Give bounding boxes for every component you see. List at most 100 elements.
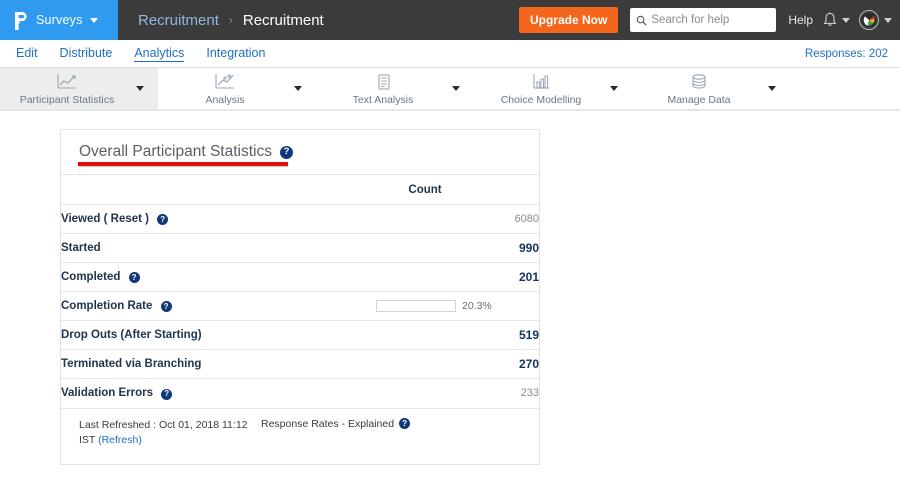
chevron-down-icon[interactable] xyxy=(452,86,460,91)
row-label-completion-rate-text: Completion Rate xyxy=(61,299,153,312)
progress-track xyxy=(376,300,456,312)
row-label-completed-text: Completed xyxy=(61,270,121,283)
breadcrumb-parent[interactable]: Recruitment xyxy=(138,11,219,29)
row-label-completed: Completed ? xyxy=(61,262,311,292)
card-header: Overall Participant Statistics ? xyxy=(61,130,539,174)
row-label-validation-errors-text: Validation Errors xyxy=(61,387,154,399)
row-value-started: 990 xyxy=(311,233,539,263)
row-label-validation-errors: Validation Errors ? xyxy=(61,378,311,408)
analytics-ribbon: Participant Statistics Analysis xyxy=(0,68,900,111)
help-icon[interactable]: ? xyxy=(399,418,411,429)
last-refreshed-text: Last Refreshed : Oct 01, 2018 11:12 IST xyxy=(79,418,248,446)
chevron-down-icon[interactable] xyxy=(136,86,144,91)
chevron-down-icon[interactable] xyxy=(89,17,98,23)
terminated-count: 270 xyxy=(518,357,539,371)
response-rates-explained[interactable]: Response Rates - Explained ? xyxy=(261,417,411,430)
notification-bell-icon xyxy=(823,12,837,26)
row-value-completed: 201 xyxy=(311,262,539,292)
column-header-count: Count xyxy=(311,174,539,205)
chevron-down-icon[interactable] xyxy=(884,17,892,23)
row-value-drop-outs: 519 xyxy=(311,320,539,350)
participant-statistics-card: Overall Participant Statistics ? Count V… xyxy=(60,129,540,465)
completion-rate-percent: 20.3% xyxy=(462,300,492,312)
line-chart-icon xyxy=(55,72,79,91)
nav-item-analytics[interactable]: Analytics xyxy=(134,45,185,62)
ribbon-item-text-analysis[interactable]: Text Analysis xyxy=(316,68,474,109)
help-link[interactable]: Help xyxy=(788,13,813,27)
completed-count: 201 xyxy=(518,270,539,284)
search-icon xyxy=(637,15,647,26)
breadcrumb: Recruitment › Recruitment xyxy=(138,12,324,29)
row-label-viewed-text: Viewed ( Reset ) xyxy=(61,212,149,225)
main-content: Overall Participant Statistics ? Count V… xyxy=(0,111,900,494)
section-nav: Edit Distribute Analytics Integration Re… xyxy=(0,40,900,68)
chevron-down-icon[interactable] xyxy=(768,86,776,91)
table-row: Terminated via Branching 270 xyxy=(61,349,539,379)
surveys-menu-label[interactable]: Surveys xyxy=(36,13,83,27)
row-label-started: Started xyxy=(61,233,311,263)
ribbon-label-manage-data: Manage Data xyxy=(667,93,731,106)
ribbon-item-manage-data[interactable]: Manage Data xyxy=(632,68,790,109)
card-footer: Last Refreshed : Oct 01, 2018 11:12 IST … xyxy=(61,407,539,464)
scatter-chart-icon xyxy=(213,72,237,91)
page-title: Overall Participant Statistics xyxy=(79,143,272,160)
table-row: Viewed ( Reset ) ? 6080 xyxy=(61,204,539,234)
search-input[interactable] xyxy=(651,14,772,26)
nav-item-edit[interactable]: Edit xyxy=(16,46,38,60)
nav-item-distribute[interactable]: Distribute xyxy=(59,46,113,60)
help-search-box[interactable] xyxy=(630,8,777,32)
ribbon-label-text-analysis: Text Analysis xyxy=(352,93,414,106)
row-label-viewed: Viewed ( Reset ) ? xyxy=(61,204,311,234)
completion-rate-progress: 20.3% xyxy=(376,300,539,312)
table-row: Started 990 xyxy=(61,233,539,263)
row-label-drop-outs: Drop Outs (After Starting) xyxy=(61,320,311,350)
row-value-terminated-via-branching: 270 xyxy=(311,349,539,379)
user-avatar-icon xyxy=(859,10,879,30)
ribbon-item-analysis[interactable]: Analysis xyxy=(158,68,316,109)
help-icon[interactable]: ? xyxy=(161,388,173,400)
ribbon-label-analysis: Analysis xyxy=(205,93,245,106)
database-icon xyxy=(687,72,711,91)
response-rates-explained-label: Response Rates - Explained xyxy=(261,417,395,430)
ribbon-item-choice-modelling[interactable]: Choice Modelling xyxy=(474,68,632,109)
responses-count: Responses: 202 xyxy=(804,47,888,60)
row-value-completion-rate: 20.3% xyxy=(311,291,539,321)
started-count: 990 xyxy=(518,241,539,255)
row-label-drop-outs-text: Drop Outs (After Starting) xyxy=(61,329,202,341)
table-header-row: Count xyxy=(61,174,539,205)
drop-outs-count: 519 xyxy=(518,328,539,342)
row-label-terminated-via-branching: Terminated via Branching xyxy=(61,349,311,379)
upgrade-now-button[interactable]: Upgrade Now xyxy=(518,7,619,33)
breadcrumb-separator-icon: › xyxy=(228,13,233,27)
help-icon[interactable]: ? xyxy=(128,272,140,284)
logo-zone[interactable]: Surveys xyxy=(0,0,118,40)
row-value-validation-errors: 233 xyxy=(311,378,539,408)
chevron-down-icon[interactable] xyxy=(842,17,850,23)
chevron-down-icon[interactable] xyxy=(294,86,302,91)
breadcrumb-current: Recruitment xyxy=(242,11,324,29)
red-annotation-underline xyxy=(78,162,288,166)
table-row: Drop Outs (After Starting) 519 xyxy=(61,320,539,350)
chevron-down-icon[interactable] xyxy=(610,86,618,91)
bar-chart-icon xyxy=(529,72,553,91)
help-icon[interactable]: ? xyxy=(279,145,293,159)
column-header-blank xyxy=(61,174,311,205)
statistics-table: Count Viewed ( Reset ) ? 6080 Started xyxy=(61,174,539,408)
user-menu-button[interactable] xyxy=(859,10,892,30)
ribbon-label-participant-statistics: Participant Statistics xyxy=(19,93,115,106)
top-bar: Surveys Recruitment › Recruitment Upgrad… xyxy=(0,0,900,40)
table-row: Validation Errors ? 233 xyxy=(61,378,539,408)
help-icon[interactable]: ? xyxy=(157,214,169,226)
help-icon[interactable]: ? xyxy=(160,301,172,313)
refresh-link[interactable]: (Refresh) xyxy=(98,433,142,446)
ribbon-label-choice-modelling: Choice Modelling xyxy=(500,93,582,106)
ribbon-item-participant-statistics[interactable]: Participant Statistics xyxy=(0,68,158,109)
pollfish-p-logo-icon xyxy=(8,11,34,30)
viewed-count: 6080 xyxy=(514,213,539,225)
row-label-completion-rate: Completion Rate ? xyxy=(61,291,311,321)
top-bar-actions: Upgrade Now Help xyxy=(518,0,892,40)
nav-item-integration[interactable]: Integration xyxy=(206,46,266,60)
notification-bell-button[interactable] xyxy=(823,12,850,28)
last-refreshed-block: Last Refreshed : Oct 01, 2018 11:12 IST … xyxy=(79,418,261,448)
table-row: Completed ? 201 xyxy=(61,262,539,292)
